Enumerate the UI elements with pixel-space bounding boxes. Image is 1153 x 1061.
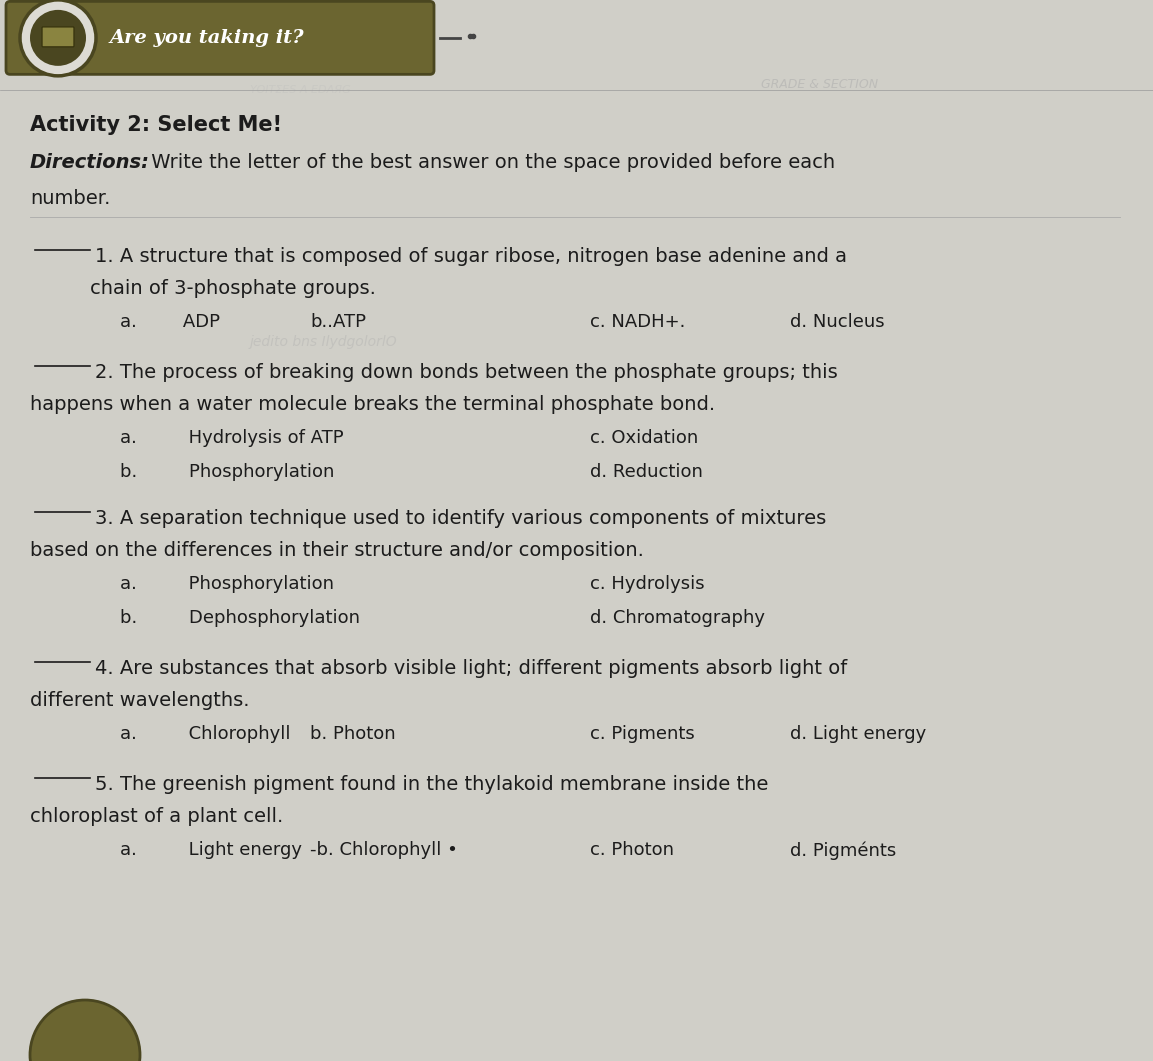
Text: d. Light energy: d. Light energy: [790, 725, 926, 743]
Text: a.         Light energy: a. Light energy: [120, 841, 302, 859]
Text: a.        ADP: a. ADP: [120, 313, 220, 331]
Text: GRADE & SECTION: GRADE & SECTION: [761, 79, 879, 91]
Text: 4. Are substances that absorb visible light; different pigments absorb light of: 4. Are substances that absorb visible li…: [95, 659, 847, 678]
Text: 3. A separation technique used to identify various components of mixtures: 3. A separation technique used to identi…: [95, 509, 827, 528]
Text: a.         Hydrolysis of ATP: a. Hydrolysis of ATP: [120, 430, 344, 448]
Text: c. NADH+.: c. NADH+.: [590, 313, 685, 331]
Text: Are you taking it?: Are you taking it?: [110, 29, 304, 47]
Text: 2. The process of breaking down bonds between the phosphate groups; this: 2. The process of breaking down bonds be…: [95, 363, 838, 382]
Text: number.: number.: [30, 189, 111, 208]
Text: b.         Phosphorylation: b. Phosphorylation: [120, 464, 334, 482]
Text: chloroplast of a plant cell.: chloroplast of a plant cell.: [30, 807, 284, 827]
Text: jedito bns IlydgolorlO: jedito bns IlydgolorlO: [250, 335, 398, 349]
Text: based on the differences in their structure and/or composition.: based on the differences in their struct…: [30, 541, 643, 560]
Circle shape: [20, 0, 96, 75]
Text: YOITΣΕS A ΕDAЯG: YOITΣΕS A ΕDAЯG: [250, 85, 351, 95]
Text: b. Photon: b. Photon: [310, 725, 395, 743]
Text: d. Pigménts: d. Pigménts: [790, 841, 896, 859]
Text: d. Reduction: d. Reduction: [590, 464, 703, 482]
Text: b.         Dephosphorylation: b. Dephosphorylation: [120, 609, 360, 627]
Text: 5. The greenish pigment found in the thylakoid membrane inside the: 5. The greenish pigment found in the thy…: [95, 776, 768, 794]
Text: b..ATP: b..ATP: [310, 313, 366, 331]
Text: -b. Chlorophyll •: -b. Chlorophyll •: [310, 841, 458, 859]
Text: a.         Phosphorylation: a. Phosphorylation: [120, 575, 334, 593]
Text: c. Pigments: c. Pigments: [590, 725, 695, 743]
FancyBboxPatch shape: [6, 1, 434, 74]
Text: a.         Chlorophyll: a. Chlorophyll: [120, 725, 291, 743]
Text: c. Photon: c. Photon: [590, 841, 675, 859]
Text: Directions:: Directions:: [30, 154, 150, 172]
Text: d. Chromatography: d. Chromatography: [590, 609, 764, 627]
Text: different wavelengths.: different wavelengths.: [30, 691, 249, 710]
Text: d. Nucleus: d. Nucleus: [790, 313, 884, 331]
Text: Activity 2: Select Me!: Activity 2: Select Me!: [30, 116, 282, 136]
Circle shape: [30, 10, 86, 66]
Text: c. Hydrolysis: c. Hydrolysis: [590, 575, 704, 593]
Text: 1. A structure that is composed of sugar ribose, nitrogen base adenine and a: 1. A structure that is composed of sugar…: [95, 247, 847, 266]
Text: chain of 3-phosphate groups.: chain of 3-phosphate groups.: [90, 279, 376, 298]
FancyBboxPatch shape: [42, 27, 74, 47]
Text: c. Oxidation: c. Oxidation: [590, 430, 699, 448]
Circle shape: [30, 1001, 140, 1061]
Text: happens when a water molecule breaks the terminal phosphate bond.: happens when a water molecule breaks the…: [30, 396, 715, 414]
Text: Write the letter of the best answer on the space provided before each: Write the letter of the best answer on t…: [145, 154, 835, 172]
